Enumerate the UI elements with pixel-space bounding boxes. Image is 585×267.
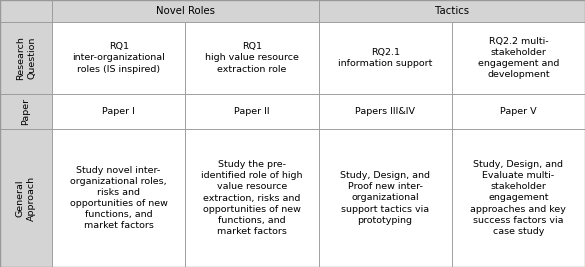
Bar	[52, 129, 185, 267]
Text: Study novel inter-
organizational roles,
risks and
opportunities of new
function: Study novel inter- organizational roles,…	[70, 166, 167, 230]
Text: Study, Design, and
Evaluate multi-
stakeholder
engagement
approaches and key
suc: Study, Design, and Evaluate multi- stake…	[470, 160, 566, 236]
Bar	[185, 129, 318, 267]
Text: Paper I: Paper I	[102, 107, 135, 116]
Bar	[452, 94, 585, 129]
Text: Novel Roles: Novel Roles	[156, 6, 215, 16]
Text: RQ1
high value resource
extraction role: RQ1 high value resource extraction role	[205, 42, 299, 74]
Text: Study the pre-
identified role of high
value resource
extraction, risks and
oppo: Study the pre- identified role of high v…	[201, 160, 302, 236]
Bar	[318, 0, 585, 22]
Text: Papers III&IV: Papers III&IV	[355, 107, 415, 116]
Bar	[52, 94, 185, 129]
Bar	[0, 129, 52, 267]
Text: RQ2.1
information support: RQ2.1 information support	[338, 48, 432, 68]
Text: Tactics: Tactics	[435, 6, 469, 16]
Text: RQ1
inter-organizational
roles (IS inspired): RQ1 inter-organizational roles (IS inspi…	[73, 42, 165, 74]
Bar	[318, 129, 452, 267]
Text: Paper II: Paper II	[234, 107, 270, 116]
Bar	[452, 129, 585, 267]
Bar	[0, 22, 52, 94]
Text: General
Approach: General Approach	[16, 175, 36, 221]
Bar	[0, 0, 52, 22]
Text: Paper: Paper	[22, 98, 30, 125]
Bar	[318, 94, 452, 129]
Bar	[185, 94, 318, 129]
Text: Paper V: Paper V	[500, 107, 536, 116]
Text: Study, Design, and
Proof new inter-
organizational
support tactics via
prototypi: Study, Design, and Proof new inter- orga…	[340, 171, 430, 225]
Bar	[0, 94, 52, 129]
Text: Research
Question: Research Question	[16, 36, 36, 80]
Bar	[52, 0, 318, 22]
Bar	[452, 22, 585, 94]
Bar	[185, 22, 318, 94]
Bar	[52, 22, 185, 94]
Bar	[318, 22, 452, 94]
Text: RQ2.2 multi-
stakeholder
engagement and
development: RQ2.2 multi- stakeholder engagement and …	[478, 37, 559, 79]
